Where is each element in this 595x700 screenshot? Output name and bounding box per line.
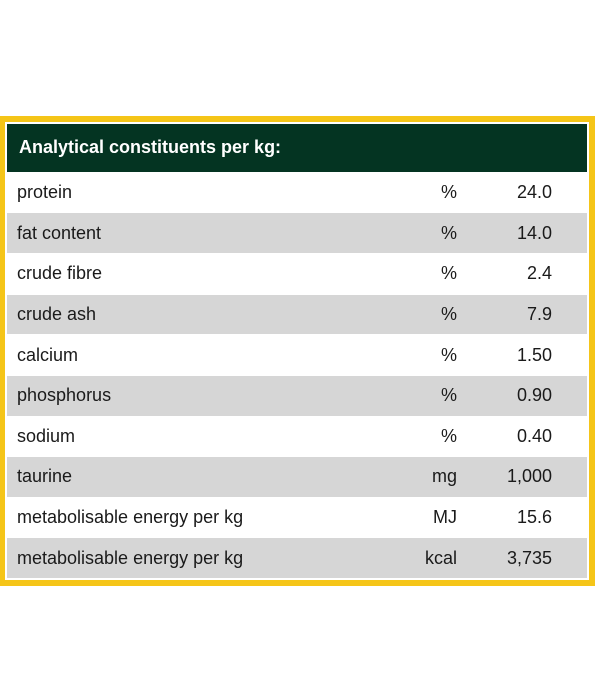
constituent-unit: MJ	[433, 507, 457, 528]
constituent-unit: %	[440, 222, 457, 243]
table-row: fat content % 14.0	[7, 212, 587, 254]
constituent-name: protein	[17, 182, 73, 203]
constituent-value: 1,000	[506, 466, 552, 487]
analytical-constituents-table: Analytical constituents per kg: protein …	[7, 124, 587, 579]
constituent-name: metabolisable energy per kg	[17, 547, 244, 568]
constituent-unit: %	[440, 182, 457, 203]
table-header: Analytical constituents per kg:	[7, 124, 587, 172]
constituent-name: calcium	[17, 344, 79, 365]
table-row: taurine mg 1,000	[7, 456, 587, 497]
constituent-value: 2.4	[526, 263, 552, 284]
table-row: phosphorus % 0.90	[7, 374, 587, 416]
table-row: calcium % 1.50	[7, 334, 587, 375]
constituent-value: 1.50	[516, 344, 552, 365]
nutrition-table-frame: Analytical constituents per kg: protein …	[0, 116, 595, 586]
table-row: sodium % 0.40	[7, 415, 587, 457]
constituent-name: phosphorus	[17, 385, 112, 406]
constituent-value: 0.90	[516, 385, 552, 406]
table-row: protein % 24.0	[7, 171, 587, 213]
constituent-unit: %	[440, 425, 457, 446]
constituent-unit: %	[440, 303, 457, 324]
constituent-value: 0.40	[516, 425, 552, 446]
table-row: crude ash % 7.9	[7, 293, 587, 335]
constituent-value: 3,735	[506, 547, 552, 568]
constituent-unit: kcal	[424, 547, 457, 568]
table-row: metabolisable energy per kg MJ 15.6	[7, 496, 587, 538]
constituent-name: crude ash	[17, 303, 97, 324]
constituent-name: metabolisable energy per kg	[17, 507, 244, 528]
constituent-value: 7.9	[526, 303, 552, 324]
constituent-name: fat content	[17, 222, 102, 243]
constituent-unit: mg	[431, 466, 457, 487]
constituent-name: taurine	[17, 466, 73, 487]
constituent-unit: %	[440, 344, 457, 365]
constituent-unit: %	[440, 385, 457, 406]
constituent-name: crude fibre	[17, 263, 103, 284]
table-row: metabolisable energy per kg kcal 3,735	[7, 537, 587, 579]
constituent-value: 15.6	[516, 507, 552, 528]
constituent-value: 14.0	[516, 222, 552, 243]
constituent-unit: %	[440, 263, 457, 284]
constituent-value: 24.0	[516, 182, 552, 203]
table-row: crude fibre % 2.4	[7, 253, 587, 294]
constituent-name: sodium	[17, 425, 76, 446]
